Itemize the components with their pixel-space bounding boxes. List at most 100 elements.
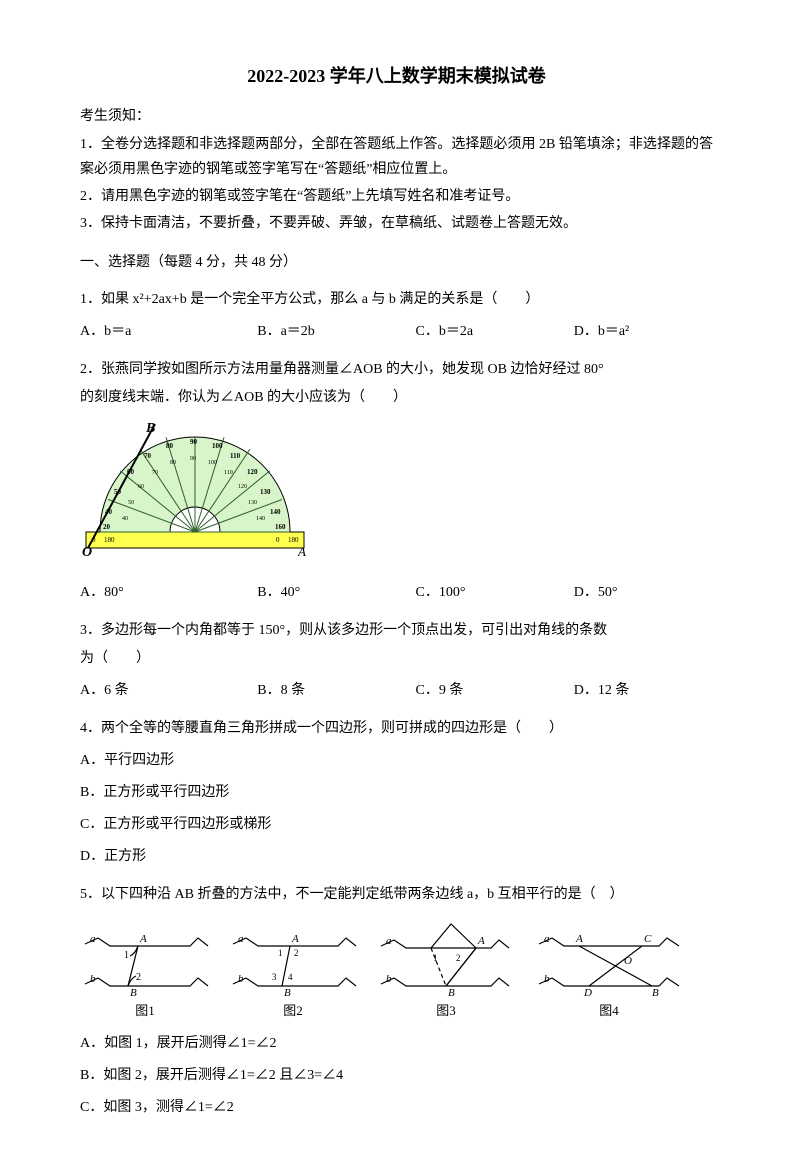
svg-text:1: 1 bbox=[124, 950, 129, 961]
svg-text:130: 130 bbox=[248, 500, 257, 506]
notice-item-3: 3．保持卡面清洁，不要折叠，不要弄破、弄皱，在草稿纸、试题卷上答题无效。 bbox=[80, 211, 713, 236]
svg-text:D: D bbox=[583, 987, 592, 996]
svg-text:B: B bbox=[652, 987, 659, 996]
figure-3-caption: 图3 bbox=[436, 998, 456, 1024]
svg-text:A: A bbox=[477, 935, 485, 947]
figure-2-icon: a b A B 1 2 3 4 bbox=[228, 926, 358, 996]
svg-text:a: a bbox=[386, 935, 392, 947]
svg-text:C: C bbox=[644, 933, 652, 945]
svg-text:20: 20 bbox=[103, 523, 111, 531]
figure-1-caption: 图1 bbox=[135, 998, 155, 1024]
svg-text:140: 140 bbox=[256, 516, 265, 522]
svg-text:a: a bbox=[238, 933, 244, 945]
q2-line2: 的刻度线末端．你认为∠AOB 的大小应该为（ ） bbox=[80, 384, 713, 412]
q2-option-c: C．100° bbox=[415, 579, 573, 607]
svg-text:b: b bbox=[386, 973, 392, 985]
q1-option-a: A．b＝a bbox=[80, 318, 257, 346]
svg-text:50: 50 bbox=[128, 500, 134, 506]
q3-option-c: C．9 条 bbox=[415, 677, 573, 705]
svg-text:120: 120 bbox=[238, 484, 247, 490]
figure-1-wrap: a b A B 1 2 图1 bbox=[80, 926, 210, 1024]
q5-figures: a b A B 1 2 图1 a b bbox=[80, 921, 713, 1024]
svg-text:80: 80 bbox=[166, 442, 174, 450]
q1-options: A．b＝a B．a＝2b C．b＝2a D．b＝a² bbox=[80, 318, 713, 346]
svg-text:180: 180 bbox=[104, 536, 115, 544]
svg-text:90: 90 bbox=[190, 438, 198, 446]
svg-text:100: 100 bbox=[212, 442, 223, 450]
svg-text:110: 110 bbox=[230, 452, 241, 460]
svg-text:A: A bbox=[139, 933, 147, 945]
svg-text:B: B bbox=[284, 987, 291, 996]
svg-text:80: 80 bbox=[170, 460, 176, 466]
svg-text:1: 1 bbox=[433, 953, 438, 963]
q3-option-a: A．6 条 bbox=[80, 677, 257, 705]
q1-option-c: C．b＝2a bbox=[415, 318, 573, 346]
svg-text:40: 40 bbox=[122, 516, 128, 522]
q2-options: A．80° B．40° C．100° D．50° bbox=[80, 579, 713, 607]
figure-4-wrap: a b A C D B O 图4 bbox=[534, 926, 684, 1024]
q1-stem: 1．如果 x²+2ax+b 是一个完全平方公式，那么 a 与 b 满足的关系是（… bbox=[80, 286, 713, 314]
q5-option-a: A．如图 1，展开后测得∠1=∠2 bbox=[80, 1030, 713, 1058]
svg-text:130: 130 bbox=[260, 488, 271, 496]
q3-line2: 为（ ） bbox=[80, 645, 713, 673]
svg-text:B: B bbox=[448, 987, 455, 996]
q3-line1: 3．多边形每一个内角都等于 150°，则从该多边形一个顶点出发，可引出对角线的条… bbox=[80, 617, 713, 645]
q3-options: A．6 条 B．8 条 C．9 条 D．12 条 bbox=[80, 677, 713, 705]
svg-text:0: 0 bbox=[276, 536, 280, 544]
svg-text:70: 70 bbox=[144, 452, 152, 460]
question-5: 5．以下四种沿 AB 折叠的方法中，不一定能判定纸带两条边线 a，b 互相平行的… bbox=[80, 881, 713, 1122]
figure-2-caption: 图2 bbox=[283, 998, 303, 1024]
svg-text:A: A bbox=[297, 544, 306, 559]
notice-item-1: 1．全卷分选择题和非选择题两部分，全部在答题纸上作答。选择题必须用 2B 铅笔填… bbox=[80, 132, 713, 182]
svg-text:B: B bbox=[130, 987, 137, 996]
svg-text:90: 90 bbox=[190, 456, 196, 462]
question-2: 2．张燕同学按如图所示方法用量角器测量∠AOB 的大小，她发现 OB 边恰好经过… bbox=[80, 356, 713, 607]
exam-page: 2022-2023 学年八上数学期末模拟试卷 考生须知： 1．全卷分选择题和非选… bbox=[0, 0, 793, 1168]
question-1: 1．如果 x²+2ax+b 是一个完全平方公式，那么 a 与 b 满足的关系是（… bbox=[80, 286, 713, 346]
svg-text:100: 100 bbox=[208, 460, 217, 466]
svg-text:O: O bbox=[82, 545, 92, 560]
protractor-figure: 90 80 100 70 110 60 120 50 130 40 140 20… bbox=[80, 422, 713, 573]
q2-option-b: B．40° bbox=[257, 579, 415, 607]
q1-option-b: B．a＝2b bbox=[257, 318, 415, 346]
q5-option-c: C．如图 3，测得∠1=∠2 bbox=[80, 1094, 713, 1122]
q5-option-b: B．如图 2，展开后测得∠1=∠2 且∠3=∠4 bbox=[80, 1062, 713, 1090]
q4-option-a: A．平行四边形 bbox=[80, 747, 713, 775]
figure-4-icon: a b A C D B O bbox=[534, 926, 684, 996]
svg-text:A: A bbox=[575, 933, 583, 945]
q4-option-b: B．正方形或平行四边形 bbox=[80, 779, 713, 807]
page-title: 2022-2023 学年八上数学期末模拟试卷 bbox=[80, 60, 713, 92]
q1-option-d: D．b＝a² bbox=[574, 318, 713, 346]
question-3: 3．多边形每一个内角都等于 150°，则从该多边形一个顶点出发，可引出对角线的条… bbox=[80, 617, 713, 705]
section-1-title: 一、选择题（每题 4 分，共 48 分） bbox=[80, 250, 713, 275]
svg-text:B: B bbox=[145, 422, 155, 436]
q4-stem: 4．两个全等的等腰直角三角形拼成一个四边形，则可拼成的四边形是（ ） bbox=[80, 715, 713, 743]
svg-text:A: A bbox=[291, 933, 299, 945]
svg-text:2: 2 bbox=[294, 948, 299, 958]
figure-1-icon: a b A B 1 2 bbox=[80, 926, 210, 996]
svg-text:a: a bbox=[90, 933, 96, 945]
svg-text:1: 1 bbox=[278, 948, 283, 958]
notice-item-2: 2．请用黑色字迹的钢笔或签字笔在“答题纸”上先填写姓名和准考证号。 bbox=[80, 184, 713, 209]
svg-text:110: 110 bbox=[224, 470, 233, 476]
q2-option-d: D．50° bbox=[574, 579, 713, 607]
notice-heading: 考生须知： bbox=[80, 104, 713, 129]
q4-option-d: D．正方形 bbox=[80, 843, 713, 871]
svg-text:2: 2 bbox=[136, 972, 141, 983]
protractor-icon: 90 80 100 70 110 60 120 50 130 40 140 20… bbox=[80, 422, 310, 562]
svg-text:4: 4 bbox=[288, 972, 293, 982]
svg-text:180: 180 bbox=[288, 536, 299, 544]
svg-text:120: 120 bbox=[247, 468, 258, 476]
svg-text:60: 60 bbox=[138, 484, 144, 490]
svg-text:2: 2 bbox=[456, 953, 461, 963]
q2-option-a: A．80° bbox=[80, 579, 257, 607]
svg-text:a: a bbox=[544, 933, 550, 945]
svg-text:b: b bbox=[90, 973, 96, 985]
svg-text:160: 160 bbox=[275, 523, 286, 531]
figure-3-icon: a b A B 1 2 bbox=[376, 921, 516, 996]
q3-option-b: B．8 条 bbox=[257, 677, 415, 705]
svg-text:b: b bbox=[544, 973, 550, 985]
q2-line1: 2．张燕同学按如图所示方法用量角器测量∠AOB 的大小，她发现 OB 边恰好经过… bbox=[80, 356, 713, 384]
q4-option-c: C．正方形或平行四边形或梯形 bbox=[80, 811, 713, 839]
q3-option-d: D．12 条 bbox=[574, 677, 713, 705]
